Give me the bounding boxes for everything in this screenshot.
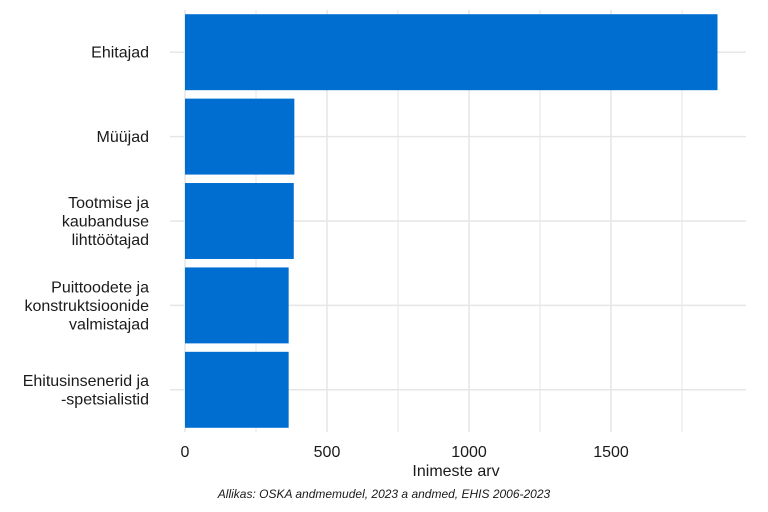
category-label-line: Ehitusinsenerid ja	[23, 373, 149, 390]
x-tick-label: 1500	[593, 444, 629, 461]
category-labels: Ehitajad Müüjad Tootmise ja kaubanduse lihtt…	[23, 45, 149, 409]
category-label-line: -spetsialistid	[61, 392, 149, 409]
source-caption: Allikas: OSKA andmemudel, 2023 a andmed,…	[217, 487, 551, 501]
bar	[185, 14, 718, 91]
x-tick-label: 1000	[451, 444, 487, 461]
category-label-line: Tootmise ja	[68, 195, 149, 212]
bar	[185, 183, 294, 259]
category-label: Müüjad	[97, 129, 149, 146]
category-label-line: konstruktsioonide	[24, 298, 149, 315]
category-label-line: Ehitajad	[91, 45, 149, 62]
x-tick-label: 500	[314, 444, 341, 461]
category-label-line: kaubanduse	[62, 214, 149, 231]
category-label: Tootmise ja kaubanduse lihttöötajad	[62, 195, 149, 249]
x-tick-labels: 0 500 1000 1500	[181, 444, 629, 461]
x-tick-label: 0	[181, 444, 190, 461]
category-label-line: lihttöötajad	[72, 232, 149, 249]
bar	[185, 98, 295, 175]
category-label-line: Puittoodete ja	[51, 279, 149, 296]
bar	[185, 351, 289, 428]
x-axis-title: Inimeste arv	[412, 463, 499, 480]
category-label: Puittoodete ja konstruktsioonide valmistaj…	[24, 279, 149, 333]
category-label-line: Müüjad	[97, 129, 149, 146]
category-label: Ehitusinsenerid ja -spetsialistid	[23, 373, 149, 409]
bar	[185, 267, 289, 344]
category-label-line: valmistajad	[69, 316, 149, 333]
bars	[185, 14, 718, 428]
category-label: Ehitajad	[91, 45, 149, 62]
